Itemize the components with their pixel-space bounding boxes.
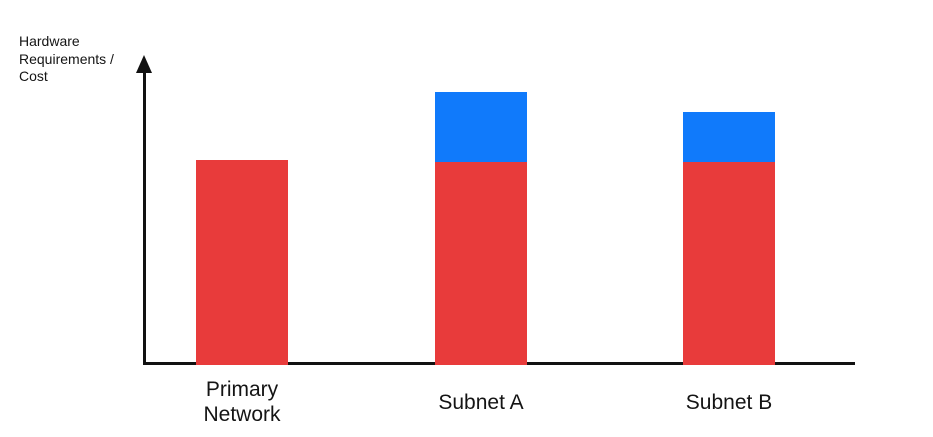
bar-primary-network <box>196 160 288 365</box>
y-axis-arrow-icon <box>136 55 152 73</box>
y-axis <box>143 68 146 365</box>
bar-segment-subnet-a-base-requirement <box>435 162 527 365</box>
bar-segment-subnet-a-subnet-overhead <box>435 92 527 162</box>
bar-segment-subnet-b-base-requirement <box>683 162 775 365</box>
bar-segment-primary-network-base-requirement <box>196 160 288 365</box>
category-label-subnet-a: Subnet A <box>438 390 524 414</box>
bar-subnet-a <box>435 92 527 365</box>
category-label-primary-network: Primary Network <box>203 378 281 426</box>
bar-segment-subnet-b-subnet-overhead <box>683 112 775 162</box>
category-label-subnet-b: Subnet B <box>685 390 773 414</box>
bar-subnet-b <box>683 112 775 365</box>
y-axis-title: Hardware Requirements / Cost <box>19 33 114 84</box>
